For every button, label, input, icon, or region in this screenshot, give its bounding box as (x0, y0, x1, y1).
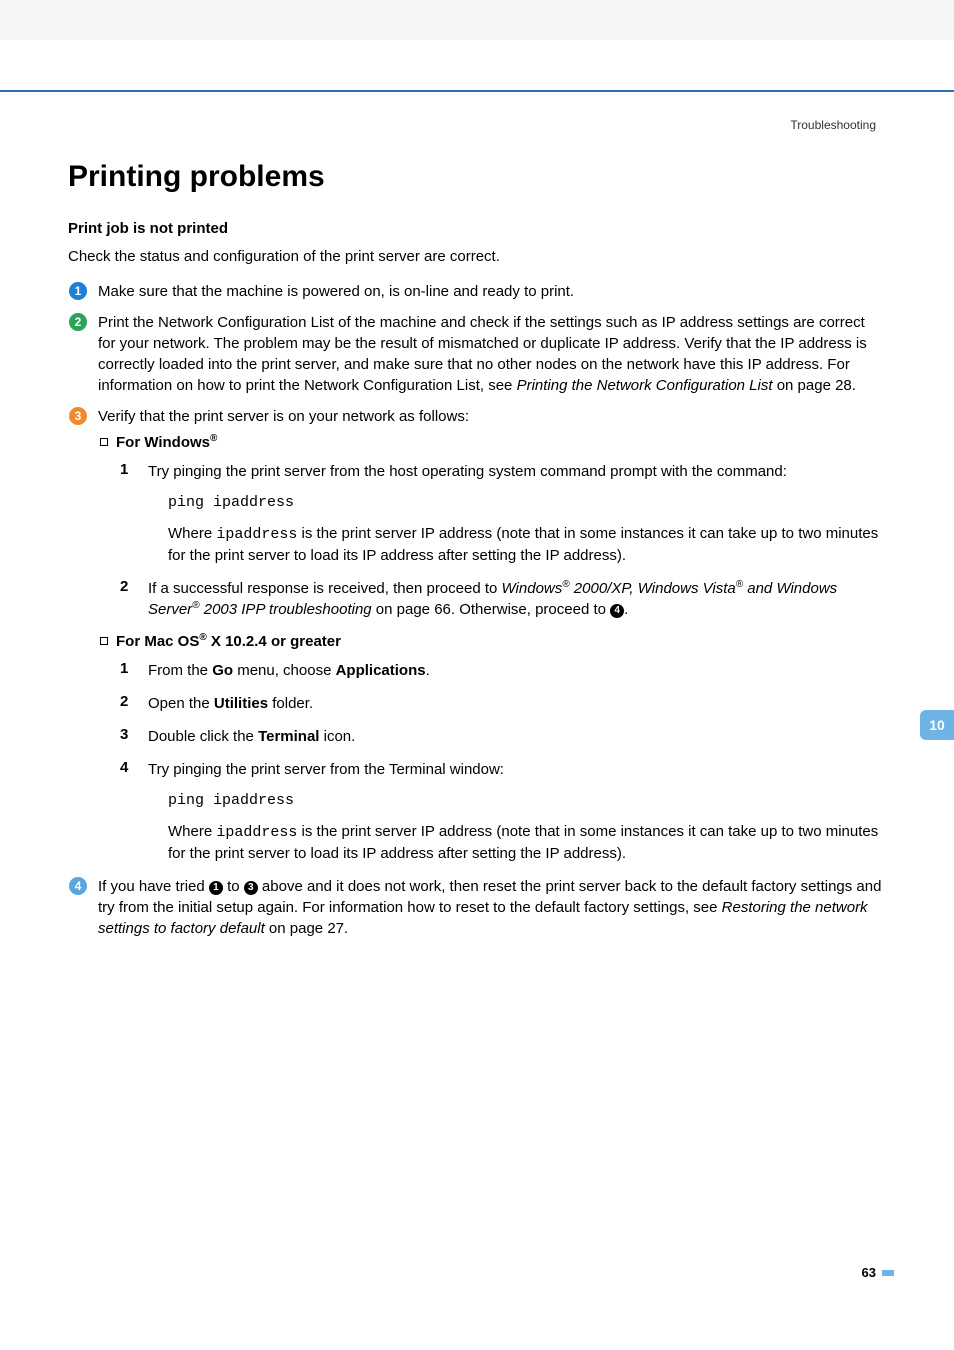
mac-item-2: 2 Open the Utilities folder. (120, 693, 886, 714)
mac-item-2-text: Open the Utilities folder. (148, 693, 886, 714)
page-number: 63 (862, 1265, 876, 1280)
windows-item-1-text: Try pinging the print server from the ho… (148, 461, 886, 482)
list-number: 2 (120, 578, 148, 620)
mi2b: Utilities (214, 695, 268, 712)
windows-item-2-text: If a successful response is received, th… (148, 578, 886, 620)
mac-heading: For Mac OS® X 10.2.4 or greater (100, 632, 886, 650)
svg-text:2: 2 (75, 315, 82, 329)
mac-cmd: ping ipaddress (168, 792, 886, 809)
step-4-text: If you have tried 1 to 3 above and it do… (92, 876, 886, 939)
mi2a: Open the (148, 695, 214, 712)
mac-list: 1 From the Go menu, choose Applications.… (120, 660, 886, 864)
mi3b: Terminal (258, 728, 319, 745)
inline-ref-4-icon: 4 (610, 604, 624, 618)
breadcrumb: Troubleshooting (790, 118, 876, 132)
mi3a: Double click the (148, 728, 258, 745)
page-content: Printing problems Print job is not print… (68, 160, 886, 949)
square-bullet-icon (100, 438, 108, 446)
wi2-f: on page 66. Otherwise, proceed to (372, 601, 610, 618)
list-number: 3 (120, 726, 148, 747)
mac-item-4: 4 Try pinging the print server from the … (120, 759, 886, 780)
mac-head-prefix: For Mac OS (116, 633, 199, 650)
inline-ref-3-icon: 3 (244, 881, 258, 895)
step-1-text: Make sure that the machine is powered on… (92, 281, 886, 302)
step-1: 1 Make sure that the machine is powered … (68, 281, 886, 302)
step-4: 4 If you have tried 1 to 3 above and it … (68, 876, 886, 939)
s4e: on page 27. (265, 920, 348, 937)
step-bullet-4-icon: 4 (68, 876, 92, 896)
mi1b: Go (212, 662, 233, 679)
windows-head-text: For Windows (116, 434, 210, 451)
windows-item-2: 2 If a successful response is received, … (120, 578, 886, 620)
mac-item-1: 1 From the Go menu, choose Applications. (120, 660, 886, 681)
step-2: 2 Print the Network Configuration List o… (68, 312, 886, 396)
chapter-tab[interactable]: 10 (920, 710, 954, 740)
step-bullet-1-icon: 1 (68, 281, 92, 301)
mi1d: Applications (336, 662, 426, 679)
registered-icon: ® (199, 632, 206, 643)
windows-item-1: 1 Try pinging the print server from the … (120, 461, 886, 482)
top-bar (0, 0, 954, 40)
s4b: to (223, 878, 244, 895)
mac-item-3: 3 Double click the Terminal icon. (120, 726, 886, 747)
mac-note-a: Where (168, 823, 216, 840)
windows-list: 1 Try pinging the print server from the … (120, 461, 886, 620)
registered-icon: ® (210, 433, 217, 444)
mac-item-1-text: From the Go menu, choose Applications. (148, 660, 886, 681)
step-3-text: Verify that the print server is on your … (92, 406, 886, 427)
list-number: 1 (120, 461, 148, 482)
step-2-text: Print the Network Configuration List of … (92, 312, 886, 396)
square-bullet-icon (100, 637, 108, 645)
windows-cmd: ping ipaddress (168, 494, 886, 511)
svg-text:4: 4 (75, 879, 82, 893)
mi3c: icon. (319, 728, 355, 745)
win-note-code: ipaddress (216, 526, 297, 543)
mi2c: folder. (268, 695, 313, 712)
s4a: If you have tried (98, 878, 209, 895)
section-subhead: Print job is not printed (68, 220, 886, 237)
list-number: 2 (120, 693, 148, 714)
svg-text:3: 3 (75, 409, 82, 423)
wi2-g: . (624, 601, 628, 618)
mac-item-3-text: Double click the Terminal icon. (148, 726, 886, 747)
mac-note: Where ipaddress is the print server IP a… (168, 821, 886, 864)
mac-note-code: ipaddress (216, 824, 297, 841)
mi1c: menu, choose (233, 662, 336, 679)
list-number: 1 (120, 660, 148, 681)
step-bullet-2-icon: 2 (68, 312, 92, 332)
page-title: Printing problems (68, 160, 886, 194)
mac-item-4-text: Try pinging the print server from the Te… (148, 759, 886, 780)
intro-text: Check the status and configuration of th… (68, 247, 886, 267)
accent-rule (0, 90, 954, 92)
step-bullet-3-icon: 3 (68, 406, 92, 426)
step-2-text-c: on page 28. (773, 377, 856, 394)
mac-block: For Mac OS® X 10.2.4 or greater 1 From t… (100, 632, 886, 864)
mac-head-suffix: X 10.2.4 or greater (207, 633, 341, 650)
mi1a: From the (148, 662, 212, 679)
win-note-a: Where (168, 525, 216, 542)
mi1e: . (426, 662, 430, 679)
wi2-a: If a successful response is received, th… (148, 580, 502, 597)
windows-note: Where ipaddress is the print server IP a… (168, 523, 886, 566)
inline-ref-1-icon: 1 (209, 881, 223, 895)
windows-heading: For Windows® (100, 433, 886, 451)
list-number: 4 (120, 759, 148, 780)
step-3: 3 Verify that the print server is on you… (68, 406, 886, 427)
windows-block: For Windows® 1 Try pinging the print ser… (100, 433, 886, 620)
page-tick-icon (882, 1270, 894, 1276)
bullet-number: 1 (75, 284, 82, 298)
step-2-link[interactable]: Printing the Network Configuration List (517, 377, 773, 394)
